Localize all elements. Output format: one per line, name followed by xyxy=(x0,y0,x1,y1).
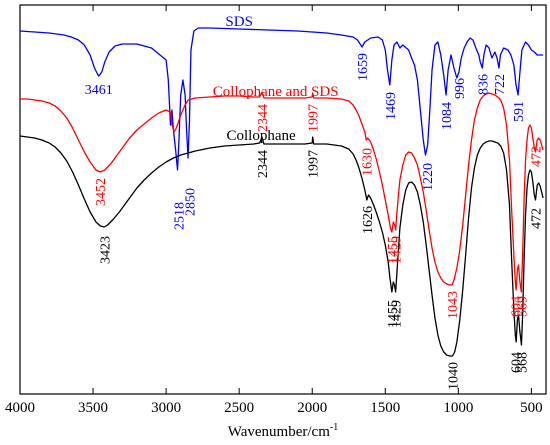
peak-annotation-1455-25: 1455 xyxy=(386,300,401,328)
peak-annotation-722-9: 722 xyxy=(493,74,508,95)
series-line-collophane-and-sds xyxy=(20,91,544,293)
peak-annotation-1220-5: 1220 xyxy=(421,163,436,191)
peak-annotation-2344-22: 2344 xyxy=(256,150,271,178)
peak-annotation-1469-4: 1469 xyxy=(384,92,399,120)
peak-annotation-1043-17: 1043 xyxy=(446,291,461,319)
peak-annotation-1429-26: 1429 xyxy=(390,300,405,328)
peak-annotation-3423-21: 3423 xyxy=(98,236,113,264)
peak-annotation-1626-24: 1626 xyxy=(361,206,376,234)
peak-annotation-1040-27: 1040 xyxy=(447,362,462,390)
series-name-label-collophane: Collophane xyxy=(227,128,296,144)
peak-annotation-1997-23: 1997 xyxy=(307,150,322,178)
peak-annotation-569-19: 569 xyxy=(515,296,530,317)
x-tick-label-1000: 1000 xyxy=(443,400,473,416)
x-tick-label-3500: 3500 xyxy=(78,400,108,416)
x-tick-label-2000: 2000 xyxy=(297,400,327,416)
x-tick-label-2500: 2500 xyxy=(224,400,254,416)
series-line-sds xyxy=(19,27,544,171)
peak-annotation-3452-11: 3452 xyxy=(94,178,109,206)
plot-frame xyxy=(19,4,547,395)
x-axis-label: Wavenumber/cm-1 xyxy=(228,422,338,440)
peak-annotation-1997-13: 1997 xyxy=(307,104,322,132)
series-name-label-sds: SDS xyxy=(225,14,253,30)
series-line-collophane xyxy=(19,135,544,357)
series-name-label-collophane-and-sds: Collophane and SDS xyxy=(213,84,339,100)
peak-annotation-591-10: 591 xyxy=(512,101,527,122)
x-tick-label-4000: 4000 xyxy=(5,400,35,416)
x-axis-label-superscript: -1 xyxy=(330,422,338,433)
peak-annotation-1084-6: 1084 xyxy=(440,102,455,130)
peak-annotation-568-29: 568 xyxy=(516,352,531,373)
peak-annotation-2518-1: 2518 xyxy=(173,202,188,230)
peak-annotation-1659-3: 1659 xyxy=(356,53,371,81)
peak-annotation-836-8: 836 xyxy=(476,74,491,95)
x-tick-label-500: 500 xyxy=(520,400,543,416)
peak-annotation-2344-12: 2344 xyxy=(256,104,271,132)
peak-annotation-604-28: 604 xyxy=(509,352,524,373)
peak-annotation-996-7: 996 xyxy=(453,78,468,99)
x-tick-label-1500: 1500 xyxy=(370,400,400,416)
x-axis-label-text: Wavenumber/cm xyxy=(228,424,330,440)
peak-annotation-3461-0: 3461 xyxy=(85,83,113,98)
x-tick-label-3000: 3000 xyxy=(151,400,181,416)
peak-annotation-1630-14: 1630 xyxy=(360,148,375,176)
peak-annotation-1455-15: 1455 xyxy=(386,236,401,264)
series-group xyxy=(19,27,544,357)
peak-annotation-604-18: 604 xyxy=(509,296,524,317)
peak-annotation-472-30: 472 xyxy=(530,208,545,229)
peak-annotation-472-20: 472 xyxy=(530,146,545,167)
series-label-group: SDS Collophane and SDS Collophane xyxy=(213,14,339,144)
peak-annotation-1429-16: 1429 xyxy=(390,236,405,264)
peak-annotation-2850-2: 2850 xyxy=(184,188,199,216)
x-axis-ticks: 4000 3500 3000 2500 2000 1500 1000 500 xyxy=(5,5,543,416)
